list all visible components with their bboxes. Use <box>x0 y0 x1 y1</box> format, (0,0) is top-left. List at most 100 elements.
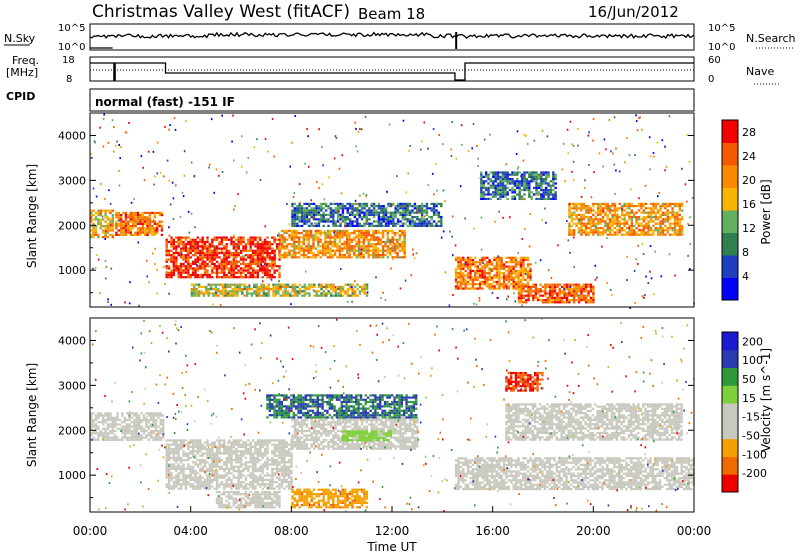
data-cell <box>184 454 188 457</box>
data-cell <box>92 423 95 426</box>
data-cell <box>226 292 230 295</box>
data-cell <box>321 251 325 254</box>
data-cell <box>374 251 378 254</box>
data-cell <box>203 271 207 274</box>
data-cell <box>302 236 306 239</box>
freq-tick-top: 18 <box>62 55 75 66</box>
data-cell <box>136 227 140 230</box>
data-cell <box>589 207 593 210</box>
data-cell <box>111 436 114 439</box>
scatter-point <box>177 241 180 244</box>
data-cell <box>389 240 392 243</box>
data-cell <box>435 202 438 205</box>
scatter-point <box>153 183 155 186</box>
data-cell <box>97 432 100 435</box>
data-cell <box>329 211 333 214</box>
data-cell <box>523 197 526 200</box>
data-cell <box>251 273 255 277</box>
data-cell <box>514 283 518 286</box>
data-cell <box>269 288 273 291</box>
data-cell <box>97 436 100 439</box>
data-cell <box>568 222 571 225</box>
data-cell <box>504 175 507 178</box>
data-cell <box>211 249 214 252</box>
data-cell <box>215 478 219 481</box>
data-cell <box>389 229 392 232</box>
data-cell <box>141 225 144 228</box>
data-cell <box>309 236 313 239</box>
data-cell <box>336 220 340 223</box>
scatter-point <box>644 294 646 297</box>
data-cell <box>154 434 158 437</box>
data-cell <box>148 231 152 234</box>
data-cell <box>418 222 421 225</box>
data-cell <box>367 254 370 257</box>
data-cell <box>459 267 463 270</box>
data-cell <box>202 292 206 295</box>
data-cell <box>671 209 674 212</box>
data-cell <box>628 224 631 227</box>
scatter-point <box>148 281 150 284</box>
data-cell <box>225 267 228 270</box>
data-cell <box>621 209 624 212</box>
data-cell <box>325 292 328 295</box>
data-cell <box>172 269 176 272</box>
data-cell <box>392 202 395 205</box>
data-cell <box>165 456 168 459</box>
data-cell <box>297 247 301 250</box>
data-cell <box>522 265 525 268</box>
data-cell <box>139 233 142 236</box>
data-cell <box>568 216 571 219</box>
data-cell <box>189 485 192 488</box>
data-cell <box>144 216 147 219</box>
data-cell <box>368 218 371 221</box>
data-cell <box>320 216 323 219</box>
scatter-point <box>560 299 562 302</box>
data-cell <box>122 231 125 234</box>
power-colorbar-label: Power [dB] <box>759 179 773 244</box>
data-cell <box>507 274 511 277</box>
scatter-point <box>293 286 295 289</box>
data-cell <box>551 299 554 302</box>
data-cell <box>487 197 490 200</box>
scatter-point <box>212 303 214 306</box>
data-cell <box>408 218 412 221</box>
data-cell <box>336 224 340 227</box>
data-cell <box>251 236 255 239</box>
data-cell <box>384 211 388 214</box>
data-cell <box>146 231 149 234</box>
data-cell <box>645 224 648 227</box>
data-cell <box>156 211 159 214</box>
data-cell <box>377 202 381 205</box>
data-cell <box>457 258 460 262</box>
scatter-point <box>442 230 445 233</box>
data-cell <box>621 229 624 232</box>
data-cell <box>238 290 242 293</box>
data-cell <box>357 245 361 248</box>
data-cell <box>554 175 557 178</box>
data-cell <box>454 269 458 273</box>
data-cell <box>495 274 499 277</box>
data-cell <box>298 290 302 293</box>
data-cell <box>406 213 409 216</box>
data-cell <box>577 290 581 293</box>
data-cell <box>613 218 617 221</box>
data-cell <box>454 280 458 284</box>
data-cell <box>554 182 557 185</box>
data-cell <box>312 238 315 241</box>
data-cell <box>597 207 600 210</box>
scatter-point <box>573 265 575 268</box>
data-cell <box>271 247 274 250</box>
scatter-point <box>267 150 269 153</box>
data-cell <box>297 251 301 254</box>
data-cell <box>121 438 124 441</box>
data-cell <box>165 461 168 464</box>
data-cell <box>92 229 95 232</box>
data-cell <box>338 247 342 250</box>
data-cell <box>430 222 433 225</box>
data-cell <box>215 254 219 257</box>
data-cell <box>471 285 475 288</box>
data-cell <box>494 186 497 189</box>
data-cell <box>182 276 185 279</box>
